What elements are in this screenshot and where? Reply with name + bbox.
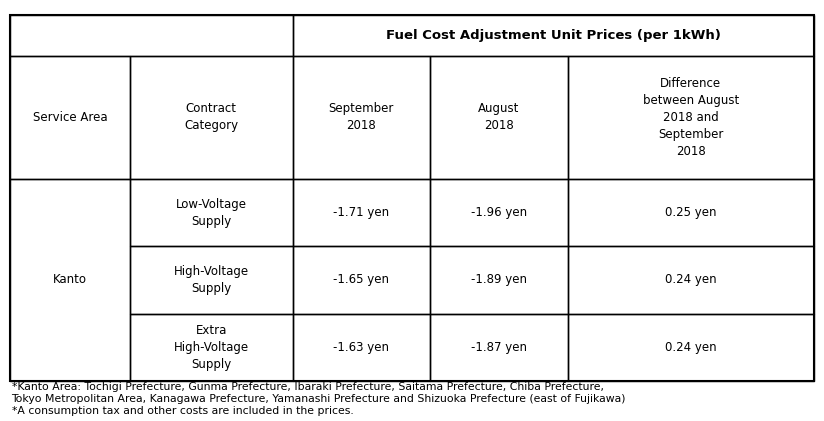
Text: 0.24 yen: 0.24 yen [665,341,717,354]
Text: *A consumption tax and other costs are included in the prices.: *A consumption tax and other costs are i… [12,406,353,416]
Text: August
2018: August 2018 [478,102,520,132]
Text: Extra
High-Voltage
Supply: Extra High-Voltage Supply [174,324,249,371]
Bar [130,179,293,246]
Bar [130,56,293,179]
Bar [430,56,568,179]
Bar [293,56,430,179]
Bar [293,179,430,246]
Bar [130,246,293,314]
Text: Contract
Category: Contract Category [185,102,238,132]
Text: 0.25 yen: 0.25 yen [665,206,717,219]
Text: -1.96 yen: -1.96 yen [471,206,527,219]
Bar [10,56,130,179]
Bar [293,246,430,314]
Bar [568,179,814,246]
Bar [430,246,568,314]
Text: Service Area: Service Area [33,111,107,124]
Bar [293,314,430,381]
Bar [568,56,814,179]
Text: Tokyo Metropolitan Area, Kanagawa Prefecture, Yamanashi Prefecture and Shizuoka : Tokyo Metropolitan Area, Kanagawa Prefec… [12,394,626,404]
Text: -1.89 yen: -1.89 yen [471,274,527,286]
Text: 0.24 yen: 0.24 yen [665,274,717,286]
Text: Fuel Cost Adjustment Unit Prices (per 1kWh): Fuel Cost Adjustment Unit Prices (per 1k… [386,29,721,42]
Text: Low-Voltage
Supply: Low-Voltage Supply [176,197,247,228]
Bar [568,246,814,314]
Text: -1.65 yen: -1.65 yen [334,274,389,286]
Bar [10,179,130,381]
Text: September
2018: September 2018 [329,102,394,132]
Text: *Kanto Area: Tochigi Prefecture, Gunma Prefecture, Ibaraki Prefecture, Saitama P: *Kanto Area: Tochigi Prefecture, Gunma P… [12,382,603,392]
Bar [568,314,814,381]
Text: -1.63 yen: -1.63 yen [334,341,389,354]
Bar [130,314,293,381]
Text: Kanto: Kanto [53,274,87,286]
Text: -1.71 yen: -1.71 yen [333,206,390,219]
Bar [430,314,568,381]
Bar [10,15,814,381]
Bar [430,179,568,246]
Text: -1.87 yen: -1.87 yen [471,341,527,354]
Text: Difference
between August
2018 and
September
2018: Difference between August 2018 and Septe… [643,77,739,158]
Bar [293,15,814,56]
Bar [10,15,293,56]
Text: High-Voltage
Supply: High-Voltage Supply [174,265,249,295]
